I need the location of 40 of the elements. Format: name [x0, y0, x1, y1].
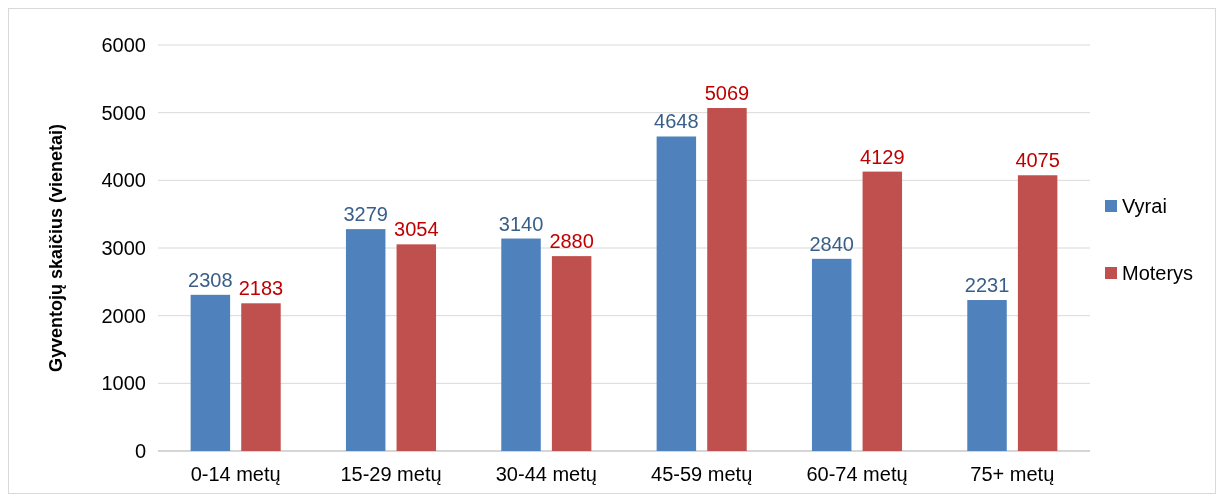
bar: [551, 256, 592, 451]
bar: [862, 171, 903, 451]
data-label: 2183: [238, 277, 284, 300]
bar: [811, 258, 852, 451]
bar: [1017, 175, 1058, 451]
bar: [396, 244, 437, 451]
data-label: 3279: [343, 203, 388, 226]
x-tick-label: 30-44 metų: [495, 463, 597, 485]
data-label: 4075: [1015, 149, 1060, 172]
data-label: 2880: [549, 230, 594, 253]
bar: [656, 136, 697, 451]
data-label: 2308: [188, 268, 233, 291]
bar: [707, 108, 747, 451]
bar: [501, 238, 541, 451]
x-tick-label: 45-59 metų: [651, 463, 753, 485]
bar: [241, 303, 281, 451]
y-tick-label: 6000: [101, 34, 146, 56]
y-axis-title: Gyventojų skaičius (vienetai): [46, 123, 66, 373]
y-tick-label: 4000: [101, 169, 146, 192]
y-tick-label: 2000: [101, 304, 146, 327]
data-label: 5069: [704, 82, 750, 104]
bar: [967, 300, 1007, 451]
y-tick-label: 1000: [101, 372, 146, 395]
x-tick-label: 75+ metų: [970, 463, 1055, 485]
y-tick-label: 5000: [101, 101, 146, 124]
x-tick-label: 60-74 metų: [806, 463, 908, 485]
data-label: 2231: [964, 274, 1010, 297]
bar: [190, 294, 231, 451]
bar: [345, 229, 386, 451]
x-tick-label: 15-29 metų: [340, 463, 442, 485]
data-label: 4648: [654, 110, 699, 133]
legend-label: Vyrai: [1122, 195, 1167, 217]
data-label: 3054: [394, 218, 439, 241]
x-tick-label: 0-14 metų: [190, 463, 281, 485]
data-label: 4129: [860, 145, 905, 168]
legend-label: Moterys: [1122, 262, 1194, 284]
data-label: 2840: [809, 232, 854, 255]
y-tick-label: 3000: [101, 237, 146, 259]
data-label: 3140: [498, 212, 544, 235]
y-tick-label: 0: [134, 440, 146, 462]
